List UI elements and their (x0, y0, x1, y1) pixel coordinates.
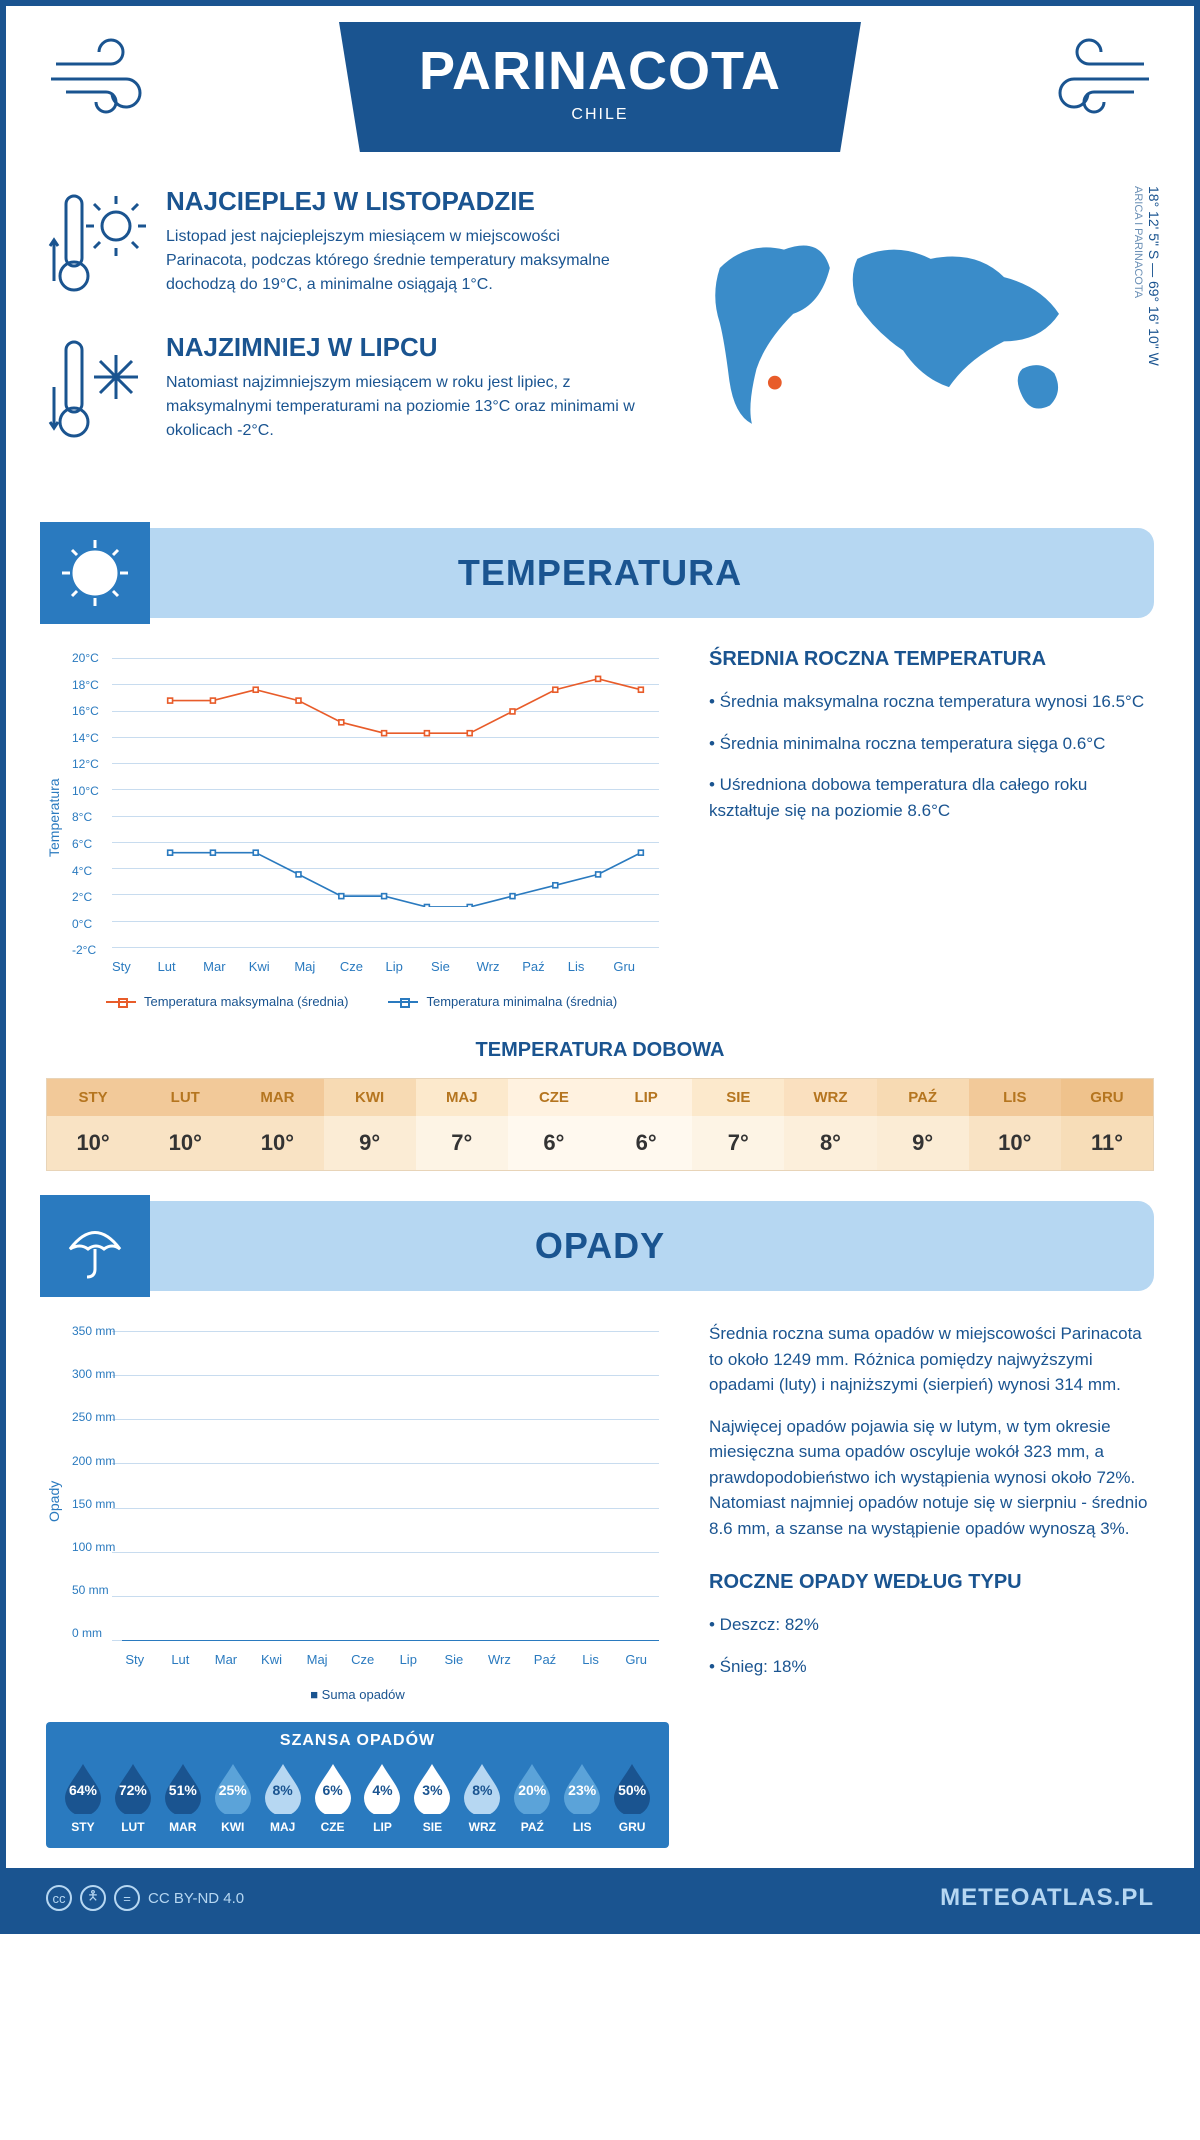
precip-text-2: Najwięcej opadów pojawia się w lutym, w … (709, 1414, 1154, 1542)
footer: cc 🯅 = CC BY-ND 4.0 METEOATLAS.PL (6, 1868, 1194, 1928)
chance-drop: 72%LUT (110, 1760, 156, 1834)
warmest-title: NAJCIEPLEJ W LISTOPADZIE (166, 186, 644, 217)
daily-cell: GRU11° (1061, 1079, 1153, 1170)
coordinates: 18° 12' 5" S — 69° 16' 10" W ARICA I PAR… (1130, 186, 1162, 366)
by-icon: 🯅 (80, 1885, 106, 1911)
temperature-info: ŚREDNIA ROCZNA TEMPERATURA • Średnia mak… (709, 648, 1154, 1009)
daily-temp-title: TEMPERATURA DOBOWA (6, 1039, 1194, 1062)
thermometer-sun-icon (46, 186, 146, 306)
daily-cell: MAR10° (231, 1079, 323, 1170)
coldest-text: Natomiast najzimniejszym miesiącem w rok… (166, 371, 644, 443)
chance-drop: 50%GRU (609, 1760, 655, 1834)
precip-legend: Suma opadów (46, 1687, 669, 1702)
daily-cell: CZE6° (508, 1079, 600, 1170)
daily-cell: LIP6° (600, 1079, 692, 1170)
precipitation-header: OPADY (46, 1201, 1154, 1291)
chance-drop: 23%LIS (559, 1760, 605, 1834)
daily-cell: MAJ7° (416, 1079, 508, 1170)
coldest-title: NAJZIMNIEJ W LIPCU (166, 332, 644, 363)
nd-icon: = (114, 1885, 140, 1911)
daily-cell: STY10° (47, 1079, 139, 1170)
country-label: CHILE (419, 106, 781, 124)
chance-drop: 20%PAŹ (509, 1760, 555, 1834)
chance-drop: 8%MAJ (260, 1760, 306, 1834)
thermometer-snow-icon (46, 332, 146, 452)
header: PARINACOTA CHILE (6, 6, 1194, 176)
daily-cell: KWI9° (324, 1079, 416, 1170)
title-banner: PARINACOTA CHILE (339, 22, 861, 152)
daily-cell: LIS10° (969, 1079, 1061, 1170)
world-map: 18° 12' 5" S — 69° 16' 10" W ARICA I PAR… (674, 186, 1154, 478)
chance-title: SZANSA OPADÓW (60, 1732, 655, 1750)
chance-drop: 4%LIP (360, 1760, 406, 1834)
daily-temp-table: STY10°LUT10°MAR10°KWI9°MAJ7°CZE6°LIP6°SI… (46, 1078, 1154, 1171)
site-name: METEOATLAS.PL (940, 1884, 1154, 1912)
temp-y-label: Temperatura (46, 648, 62, 988)
precipitation-title: OPADY (535, 1225, 665, 1267)
coldest-block: NAJZIMNIEJ W LIPCU Natomiast najzimniejs… (46, 332, 644, 452)
wind-icon-right (1024, 34, 1154, 114)
license: cc 🯅 = CC BY-ND 4.0 (46, 1885, 244, 1911)
chance-drop: 3%SIE (409, 1760, 455, 1834)
precip-y-label: Opady (46, 1321, 62, 1681)
daily-cell: PAŹ9° (877, 1079, 969, 1170)
daily-cell: LUT10° (139, 1079, 231, 1170)
chance-drop: 51%MAR (160, 1760, 206, 1834)
chance-panel: SZANSA OPADÓW 64%STY72%LUT51%MAR25%KWI8%… (46, 1722, 669, 1848)
precip-type-title: ROCZNE OPADY WEDŁUG TYPU (709, 1571, 1154, 1594)
page-title: PARINACOTA (419, 40, 781, 102)
sun-icon (40, 522, 150, 624)
chance-drop: 64%STY (60, 1760, 106, 1834)
umbrella-icon (40, 1195, 150, 1297)
precipitation-info: Średnia roczna suma opadów w miejscowośc… (709, 1321, 1154, 1848)
chance-drop: 6%CZE (310, 1760, 356, 1834)
temperature-title: TEMPERATURA (458, 552, 742, 594)
temperature-header: TEMPERATURA (46, 528, 1154, 618)
wind-icon-left (46, 34, 176, 114)
temperature-chart: Temperatura StyLutMarKwiMajCzeLipSieWrzP… (46, 648, 669, 1009)
intro-section: NAJCIEPLEJ W LISTOPADZIE Listopad jest n… (6, 176, 1194, 508)
warmest-block: NAJCIEPLEJ W LISTOPADZIE Listopad jest n… (46, 186, 644, 306)
precipitation-chart: Opady StyLutMarKwiMajCzeLipSieWrzPaźLisG… (46, 1321, 669, 1848)
precip-text-1: Średnia roczna suma opadów w miejscowośc… (709, 1321, 1154, 1398)
chance-drop: 25%KWI (210, 1760, 256, 1834)
avg-temp-title: ŚREDNIA ROCZNA TEMPERATURA (709, 648, 1154, 671)
chance-drop: 8%WRZ (459, 1760, 505, 1834)
temp-legend: Temperatura maksymalna (średnia) Tempera… (46, 994, 669, 1009)
warmest-text: Listopad jest najcieplejszym miesiącem w… (166, 225, 644, 297)
daily-cell: WRZ8° (784, 1079, 876, 1170)
daily-cell: SIE7° (692, 1079, 784, 1170)
cc-icon: cc (46, 1885, 72, 1911)
